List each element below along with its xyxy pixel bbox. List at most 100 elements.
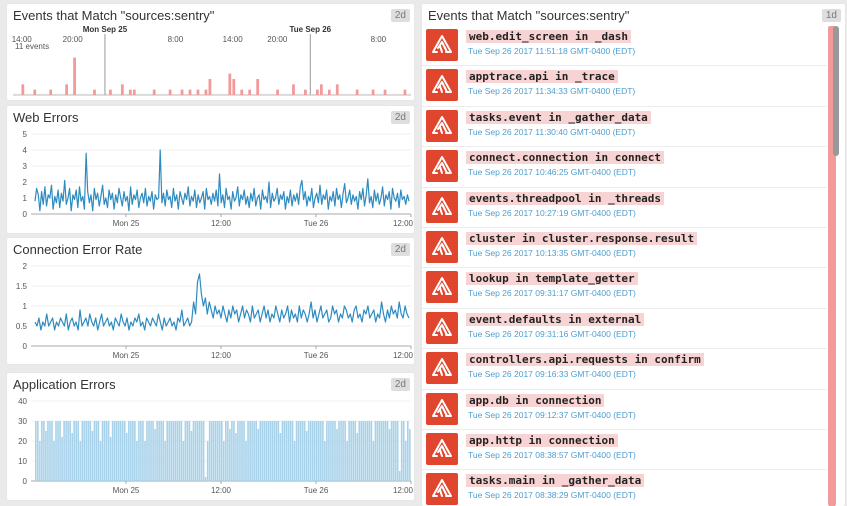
series-bar (311, 421, 314, 481)
series-bar (85, 421, 88, 481)
event-bar (319, 84, 323, 95)
event-title[interactable]: cluster in cluster.response.result (466, 231, 698, 245)
series-bar (398, 471, 401, 481)
series-bar (142, 421, 144, 481)
x-tick-label: 12:00 (211, 219, 232, 228)
series-bar (138, 421, 140, 481)
x-tick-label: 12:00 (393, 219, 414, 228)
series-bar (334, 421, 336, 481)
series-bar (77, 421, 80, 481)
series-bar (200, 421, 203, 481)
series-bar (109, 437, 112, 481)
series-bar (182, 441, 185, 481)
series-bar (261, 421, 264, 481)
series-bar (388, 429, 391, 481)
event-bar (188, 89, 192, 95)
event-item[interactable]: connect.connection in connect Tue Sep 26… (422, 147, 827, 188)
event-bar (208, 79, 212, 95)
timeframe-badge[interactable]: 2d (390, 111, 410, 124)
series-bar (71, 433, 74, 481)
event-item[interactable]: tasks.event in _gather_data Tue Sep 26 2… (422, 107, 827, 148)
event-title[interactable]: events.threadpool in _threads (466, 191, 665, 205)
event-title[interactable]: tasks.main in _gather_data (466, 474, 645, 488)
event-item[interactable]: app.http in connection Tue Sep 26 2017 0… (422, 430, 827, 471)
y-tick-label: 10 (18, 457, 27, 466)
event-item[interactable]: tasks.main in _gather_data Tue Sep 26 20… (422, 470, 827, 506)
event-bar (232, 79, 236, 95)
event-bar (248, 89, 252, 95)
event-bar (304, 89, 307, 95)
event-bar (196, 89, 200, 95)
sentry-logo-icon (426, 190, 458, 223)
event-bar (256, 79, 260, 95)
series-bar (170, 421, 173, 481)
x-tick-label: Tue Sep 26 (289, 25, 331, 34)
event-title[interactable]: event.defaults in external (466, 312, 645, 326)
application-errors-chart[interactable]: 0 10 20 30 40 Mon 25 12:00 Tue 26 12:00 (7, 373, 414, 500)
series-bar (55, 421, 57, 481)
event-title[interactable]: controllers.api.requests in confirm (466, 353, 704, 367)
series-bar (354, 421, 357, 481)
series-bar (239, 421, 241, 481)
x-tick-label: Mon Sep 25 (83, 25, 128, 34)
event-title[interactable]: apptrace.api in _trace (466, 70, 618, 84)
event-item[interactable]: web.edit_screen in _dash Tue Sep 26 2017… (422, 26, 827, 67)
event-item[interactable]: lookup in template_getter Tue Sep 26 201… (422, 268, 827, 309)
series-bar (392, 421, 395, 481)
event-bar (371, 89, 375, 95)
series-bar (344, 421, 346, 481)
series-bar (156, 421, 158, 481)
event-timestamp: Tue Sep 26 2017 11:51:18 GMT-0400 (EDT) (468, 46, 636, 56)
y-tick-label: 0 (23, 342, 28, 351)
event-item[interactable]: apptrace.api in _trace Tue Sep 26 2017 1… (422, 66, 827, 107)
series-bar (192, 421, 195, 481)
event-list: web.edit_screen in _dash Tue Sep 26 2017… (422, 26, 827, 506)
x-tick-label: 12:00 (211, 351, 232, 360)
series-bar (289, 421, 292, 481)
event-title[interactable]: web.edit_screen in _dash (466, 30, 631, 43)
event-item[interactable]: cluster in cluster.response.result Tue S… (422, 228, 827, 269)
series-bar (307, 421, 310, 481)
timeframe-badge[interactable]: 2d (390, 378, 410, 391)
timeframe-badge[interactable]: 2d (390, 9, 410, 22)
series-bar (400, 421, 403, 481)
web-errors-chart[interactable]: 0 1 2 3 4 5 Mon 25 12:00 Tue 26 12:00 (7, 106, 414, 233)
event-item[interactable]: app.db in connection Tue Sep 26 2017 09:… (422, 390, 827, 430)
event-title[interactable]: app.db in connection (466, 393, 605, 407)
event-title[interactable]: lookup in template_getter (466, 272, 638, 286)
event-bar (228, 73, 232, 95)
series-bar (235, 433, 237, 481)
events-timeline-widget: Events that Match "sources:sentry" 2d 14… (7, 4, 414, 100)
series-bar (245, 441, 247, 481)
timeframe-badge[interactable]: 1d (821, 9, 841, 22)
scrollbar-thumb[interactable] (833, 26, 839, 156)
series-bar (47, 421, 49, 481)
x-tick-label: 12:00 (393, 486, 414, 495)
series-bar (253, 421, 255, 481)
event-timestamp: Tue Sep 26 2017 09:31:17 GMT-0400 (EDT) (468, 288, 636, 299)
series-bar (123, 421, 126, 481)
event-timestamp: Tue Sep 26 2017 10:27:19 GMT-0400 (EDT) (468, 207, 636, 218)
event-bar (93, 89, 96, 95)
connection-error-rate-chart[interactable]: 0 0.5 1 1.5 2 Mon 25 12:00 Tue 26 12:00 (7, 238, 414, 364)
y-tick-label: 2 (23, 262, 28, 271)
x-tick-label: Mon 25 (113, 219, 140, 228)
series-bar (243, 421, 245, 481)
event-item[interactable]: event.defaults in external Tue Sep 26 20… (422, 309, 827, 350)
series-bar (305, 431, 308, 481)
series-bar (73, 421, 76, 481)
timeframe-badge[interactable]: 2d (390, 243, 410, 256)
event-item[interactable]: events.threadpool in _threads Tue Sep 26… (422, 188, 827, 228)
series-bar (322, 421, 324, 481)
series-bar (299, 421, 302, 481)
series-bar (350, 421, 352, 481)
x-tick-label: 8:00 (168, 35, 184, 44)
event-title[interactable]: tasks.event in _gather_data (466, 110, 651, 124)
series-bar (119, 421, 122, 481)
event-item[interactable]: controllers.api.requests in confirm Tue … (422, 349, 827, 390)
event-title[interactable]: app.http in connection (466, 433, 618, 447)
event-title[interactable]: connect.connection in connect (466, 151, 665, 165)
event-timestamp: Tue Sep 26 2017 10:46:25 GMT-0400 (EDT) (468, 167, 636, 178)
series-bar (368, 421, 371, 481)
